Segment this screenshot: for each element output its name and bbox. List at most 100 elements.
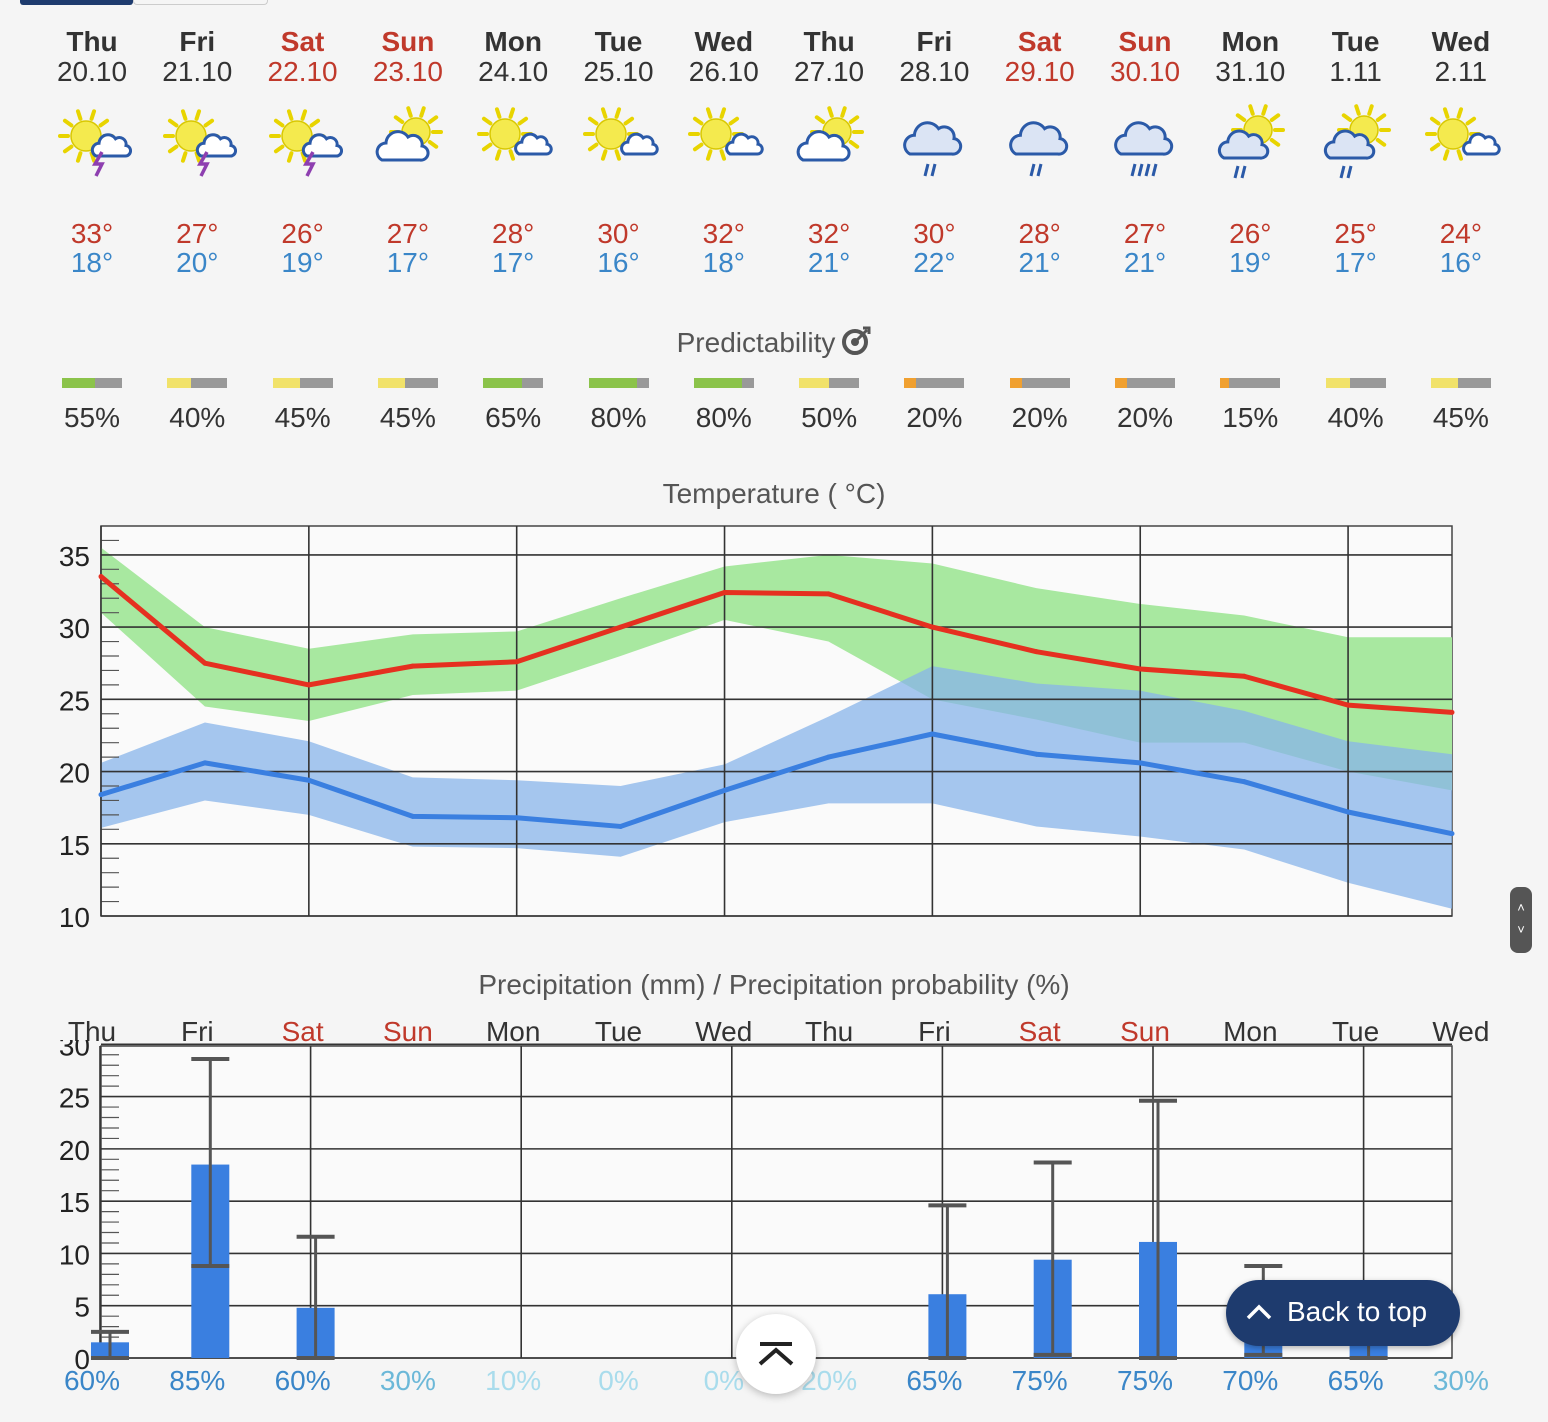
predictability-fill (483, 378, 523, 388)
precip-day-label: Sun (1120, 1016, 1170, 1047)
predictability-bar (483, 378, 544, 388)
day-name: Fri (916, 26, 953, 57)
predictability-percent: 45% (1432, 402, 1489, 433)
precip-probability: 0% (703, 1365, 745, 1396)
predictability-fill (904, 378, 917, 388)
sun-small-cloud-icon (687, 107, 764, 161)
precip-probability: 0% (598, 1365, 639, 1396)
predictability-percent: 80% (590, 402, 647, 433)
cloud-heavy-rain-icon (1093, 104, 1198, 184)
max-temperature-point (825, 591, 831, 597)
predictability-bar (588, 378, 649, 388)
precip-probability: 65% (1327, 1365, 1384, 1396)
predictability-bar (799, 378, 860, 388)
predictability-bar (693, 378, 754, 388)
min-temperature: 21° (807, 247, 851, 278)
max-temperature: 27° (386, 218, 430, 249)
predictability-percent: 20% (1011, 402, 1068, 433)
sun-cloud-thunder-icon (268, 109, 343, 177)
predictability-fill (588, 378, 637, 388)
sun-cloud-thunder-icon (145, 104, 250, 184)
day-name: Wed (1431, 26, 1491, 57)
double-chevron-up-icon (758, 1342, 794, 1366)
back-to-top-button[interactable]: Back to top (1226, 1280, 1460, 1346)
max-temperature: 33° (70, 218, 114, 249)
y-tick-label: 35 (59, 541, 90, 572)
precip-day-label: Tue (1331, 1016, 1380, 1047)
precipitation-chart-title: Precipitation (mm) / Precipitation proba… (478, 969, 1070, 1000)
max-temperature-point (1033, 649, 1039, 655)
day-date: 30.10 (1109, 56, 1181, 87)
min-temperature-band (101, 666, 1452, 909)
cloud-rain-icon (903, 121, 963, 177)
predictability-bar (167, 378, 228, 388)
predictability-bar (272, 378, 333, 388)
target-icon (842, 326, 871, 355)
sun-small-cloud-icon (477, 107, 553, 161)
max-temperature: 28° (1018, 218, 1061, 249)
cloud-heavy-rain-icon (1114, 121, 1174, 177)
predictability-fill (1009, 378, 1022, 388)
max-temperature: 28° (492, 218, 535, 249)
scroll-up-fab[interactable] (736, 1314, 816, 1394)
max-temperature-point (1449, 709, 1455, 715)
cloud-sun-icon (796, 106, 865, 162)
sun-cloud-thunder-icon (163, 109, 238, 177)
max-temperature-point (202, 660, 208, 666)
day-name: Tue (1331, 26, 1380, 57)
precip-probability: 75% (1011, 1365, 1068, 1396)
min-temperature: 19° (1229, 247, 1272, 278)
min-temperature: 18° (702, 247, 745, 278)
min-temperature: 17° (1334, 247, 1377, 278)
y-tick-label: 15 (59, 1187, 90, 1218)
min-temperature-point (202, 760, 208, 766)
predictability-bar (1115, 378, 1175, 388)
precip-day-label: Thu (67, 1016, 117, 1047)
y-tick-label: 10 (59, 902, 90, 930)
predictability-bar (62, 378, 122, 388)
min-temperature-point (1137, 760, 1143, 766)
precip-day-label: Tue (594, 1016, 643, 1047)
day-name: Fri (179, 26, 216, 57)
min-temperature-point (1449, 831, 1455, 837)
precip-day-label: Sat (281, 1016, 324, 1047)
predictability-bar (377, 378, 438, 388)
scroll-handle[interactable]: ˄ ˅ (1510, 887, 1532, 953)
day-name: Thu (803, 26, 855, 57)
min-temperature-point (98, 792, 104, 798)
max-temperature: 27° (1123, 218, 1167, 249)
min-temperature-point (825, 754, 831, 760)
predictability-percent: 40% (169, 402, 226, 433)
y-tick-label: 20 (59, 758, 90, 789)
max-temperature: 26° (281, 218, 324, 249)
top-tab-indicator[interactable] (20, 0, 268, 5)
min-temperature: 17° (492, 247, 535, 278)
predictability-fill (1115, 378, 1127, 388)
sun-cloud-rain-icon (1198, 104, 1303, 184)
cloud-rain-icon (987, 104, 1092, 184)
max-temperature-point (306, 682, 312, 688)
y-tick-label: 5 (74, 1292, 90, 1323)
chevron-down-icon: ˅ (1517, 922, 1525, 937)
min-temperature: 16° (1439, 247, 1483, 278)
max-temperature-point (1345, 702, 1351, 708)
temperature-chart: 10 15 20 25 30 35 (59, 525, 1455, 930)
y-tick-label: 15 (59, 830, 90, 861)
y-tick-label: 30 (59, 1040, 90, 1061)
chevron-up-icon (1246, 1304, 1272, 1320)
sun-cloud-rain-icon (1303, 104, 1408, 184)
day-date: 28.10 (899, 56, 970, 87)
sun-small-cloud-icon (1424, 107, 1501, 161)
predictability-bar (904, 378, 965, 388)
y-tick-label: 10 (59, 1239, 90, 1270)
predictability-fill (62, 378, 95, 388)
y-tick-label: 20 (59, 1135, 90, 1166)
day-name: Sun (1118, 26, 1172, 57)
min-temperature: 18° (70, 247, 114, 278)
predictability-percent: 45% (379, 402, 436, 433)
predictability-bar (1009, 378, 1070, 388)
predictability-fill (1220, 378, 1230, 388)
max-temperature-point (98, 574, 104, 580)
predictability-label: Predictability (676, 327, 836, 358)
max-temperature-point (929, 624, 935, 630)
